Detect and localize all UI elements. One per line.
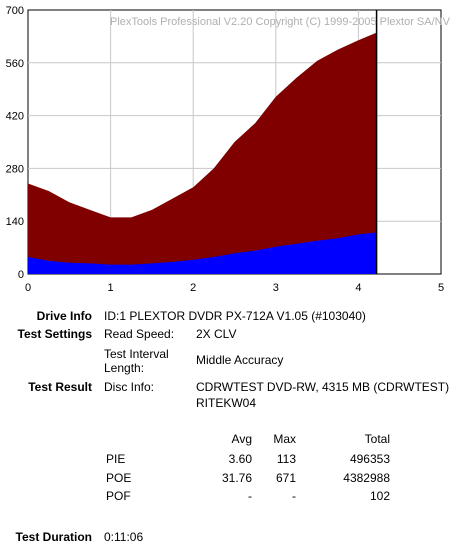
y-axis-ticks: 0 140 280 420 560 700 bbox=[6, 5, 24, 281]
stats-row-poe-max: 671 bbox=[275, 471, 296, 485]
stats-header-avg: Avg bbox=[231, 432, 252, 446]
stats-row-pie-max: 113 bbox=[276, 452, 296, 466]
drive-info-value: ID:1 PLEXTOR DVDR PX-712A V1.05 (#103040… bbox=[104, 309, 366, 323]
stats-row-poe-name: POE bbox=[106, 471, 132, 485]
disc-info-value-line2: RITEKW04 bbox=[196, 396, 257, 410]
series-0-area bbox=[28, 32, 377, 274]
chart-watermark: PlexTools Professional V2.20 Copyright (… bbox=[110, 16, 451, 28]
test-duration-value: 0:11:06 bbox=[104, 530, 144, 544]
test-settings-label: Test Settings bbox=[17, 327, 92, 341]
x-tick-label-3: 3 bbox=[273, 282, 279, 294]
x-tick-label-0: 0 bbox=[25, 282, 31, 294]
test-result-label: Test Result bbox=[28, 380, 92, 394]
disc-info-label: Disc Info: bbox=[104, 380, 155, 394]
test-interval-value: Middle Accuracy bbox=[196, 353, 284, 367]
x-tick-label-2: 2 bbox=[190, 282, 196, 294]
read-speed-label: Read Speed: bbox=[104, 327, 175, 341]
pie-poe-chart: PlexTools Professional V2.20 Copyright (… bbox=[6, 5, 451, 294]
disc-info-value-line1: CDRWTEST DVD-RW, 4315 MB (CDRWTEST) bbox=[196, 380, 450, 394]
stats-row-pof-total: 102 bbox=[369, 489, 390, 503]
stats-row-poe-total: 4382988 bbox=[343, 471, 390, 485]
x-tick-label-1: 1 bbox=[108, 282, 114, 294]
read-speed-value: 2X CLV bbox=[196, 327, 237, 341]
y-tick-label-140: 140 bbox=[6, 216, 24, 228]
test-duration-label: Test Duration bbox=[15, 530, 92, 544]
stats-header-max: Max bbox=[273, 432, 296, 446]
stats-row-pie-avg: 3.60 bbox=[228, 452, 252, 466]
x-axis-ticks: 0 1 2 3 4 5 bbox=[25, 282, 444, 294]
stats-header-total: Total bbox=[364, 432, 390, 446]
drive-info-label: Drive Info bbox=[36, 309, 92, 323]
y-tick-label-420: 420 bbox=[6, 111, 24, 123]
stats-row-poe-avg: 31.76 bbox=[221, 471, 252, 485]
y-tick-label-560: 560 bbox=[6, 58, 24, 70]
data-series bbox=[28, 10, 378, 274]
y-tick-label-280: 280 bbox=[6, 163, 24, 175]
test-interval-label-line2: Length: bbox=[104, 361, 145, 375]
x-tick-label-4: 4 bbox=[355, 282, 361, 294]
stats-row-pof-avg: - bbox=[248, 489, 252, 503]
test-interval-label-line1: Test Interval bbox=[104, 347, 169, 361]
stats-row-pie-name: PIE bbox=[106, 452, 126, 466]
series-1-area bbox=[28, 232, 377, 274]
stats-row-pie-total: 496353 bbox=[349, 452, 390, 466]
y-tick-label-0: 0 bbox=[18, 269, 24, 281]
stats-row-pof-name: POF bbox=[106, 489, 131, 503]
x-tick-label-5: 5 bbox=[438, 282, 444, 294]
y-tick-label-700: 700 bbox=[6, 5, 24, 17]
stats-row-pof-max: - bbox=[292, 489, 296, 503]
